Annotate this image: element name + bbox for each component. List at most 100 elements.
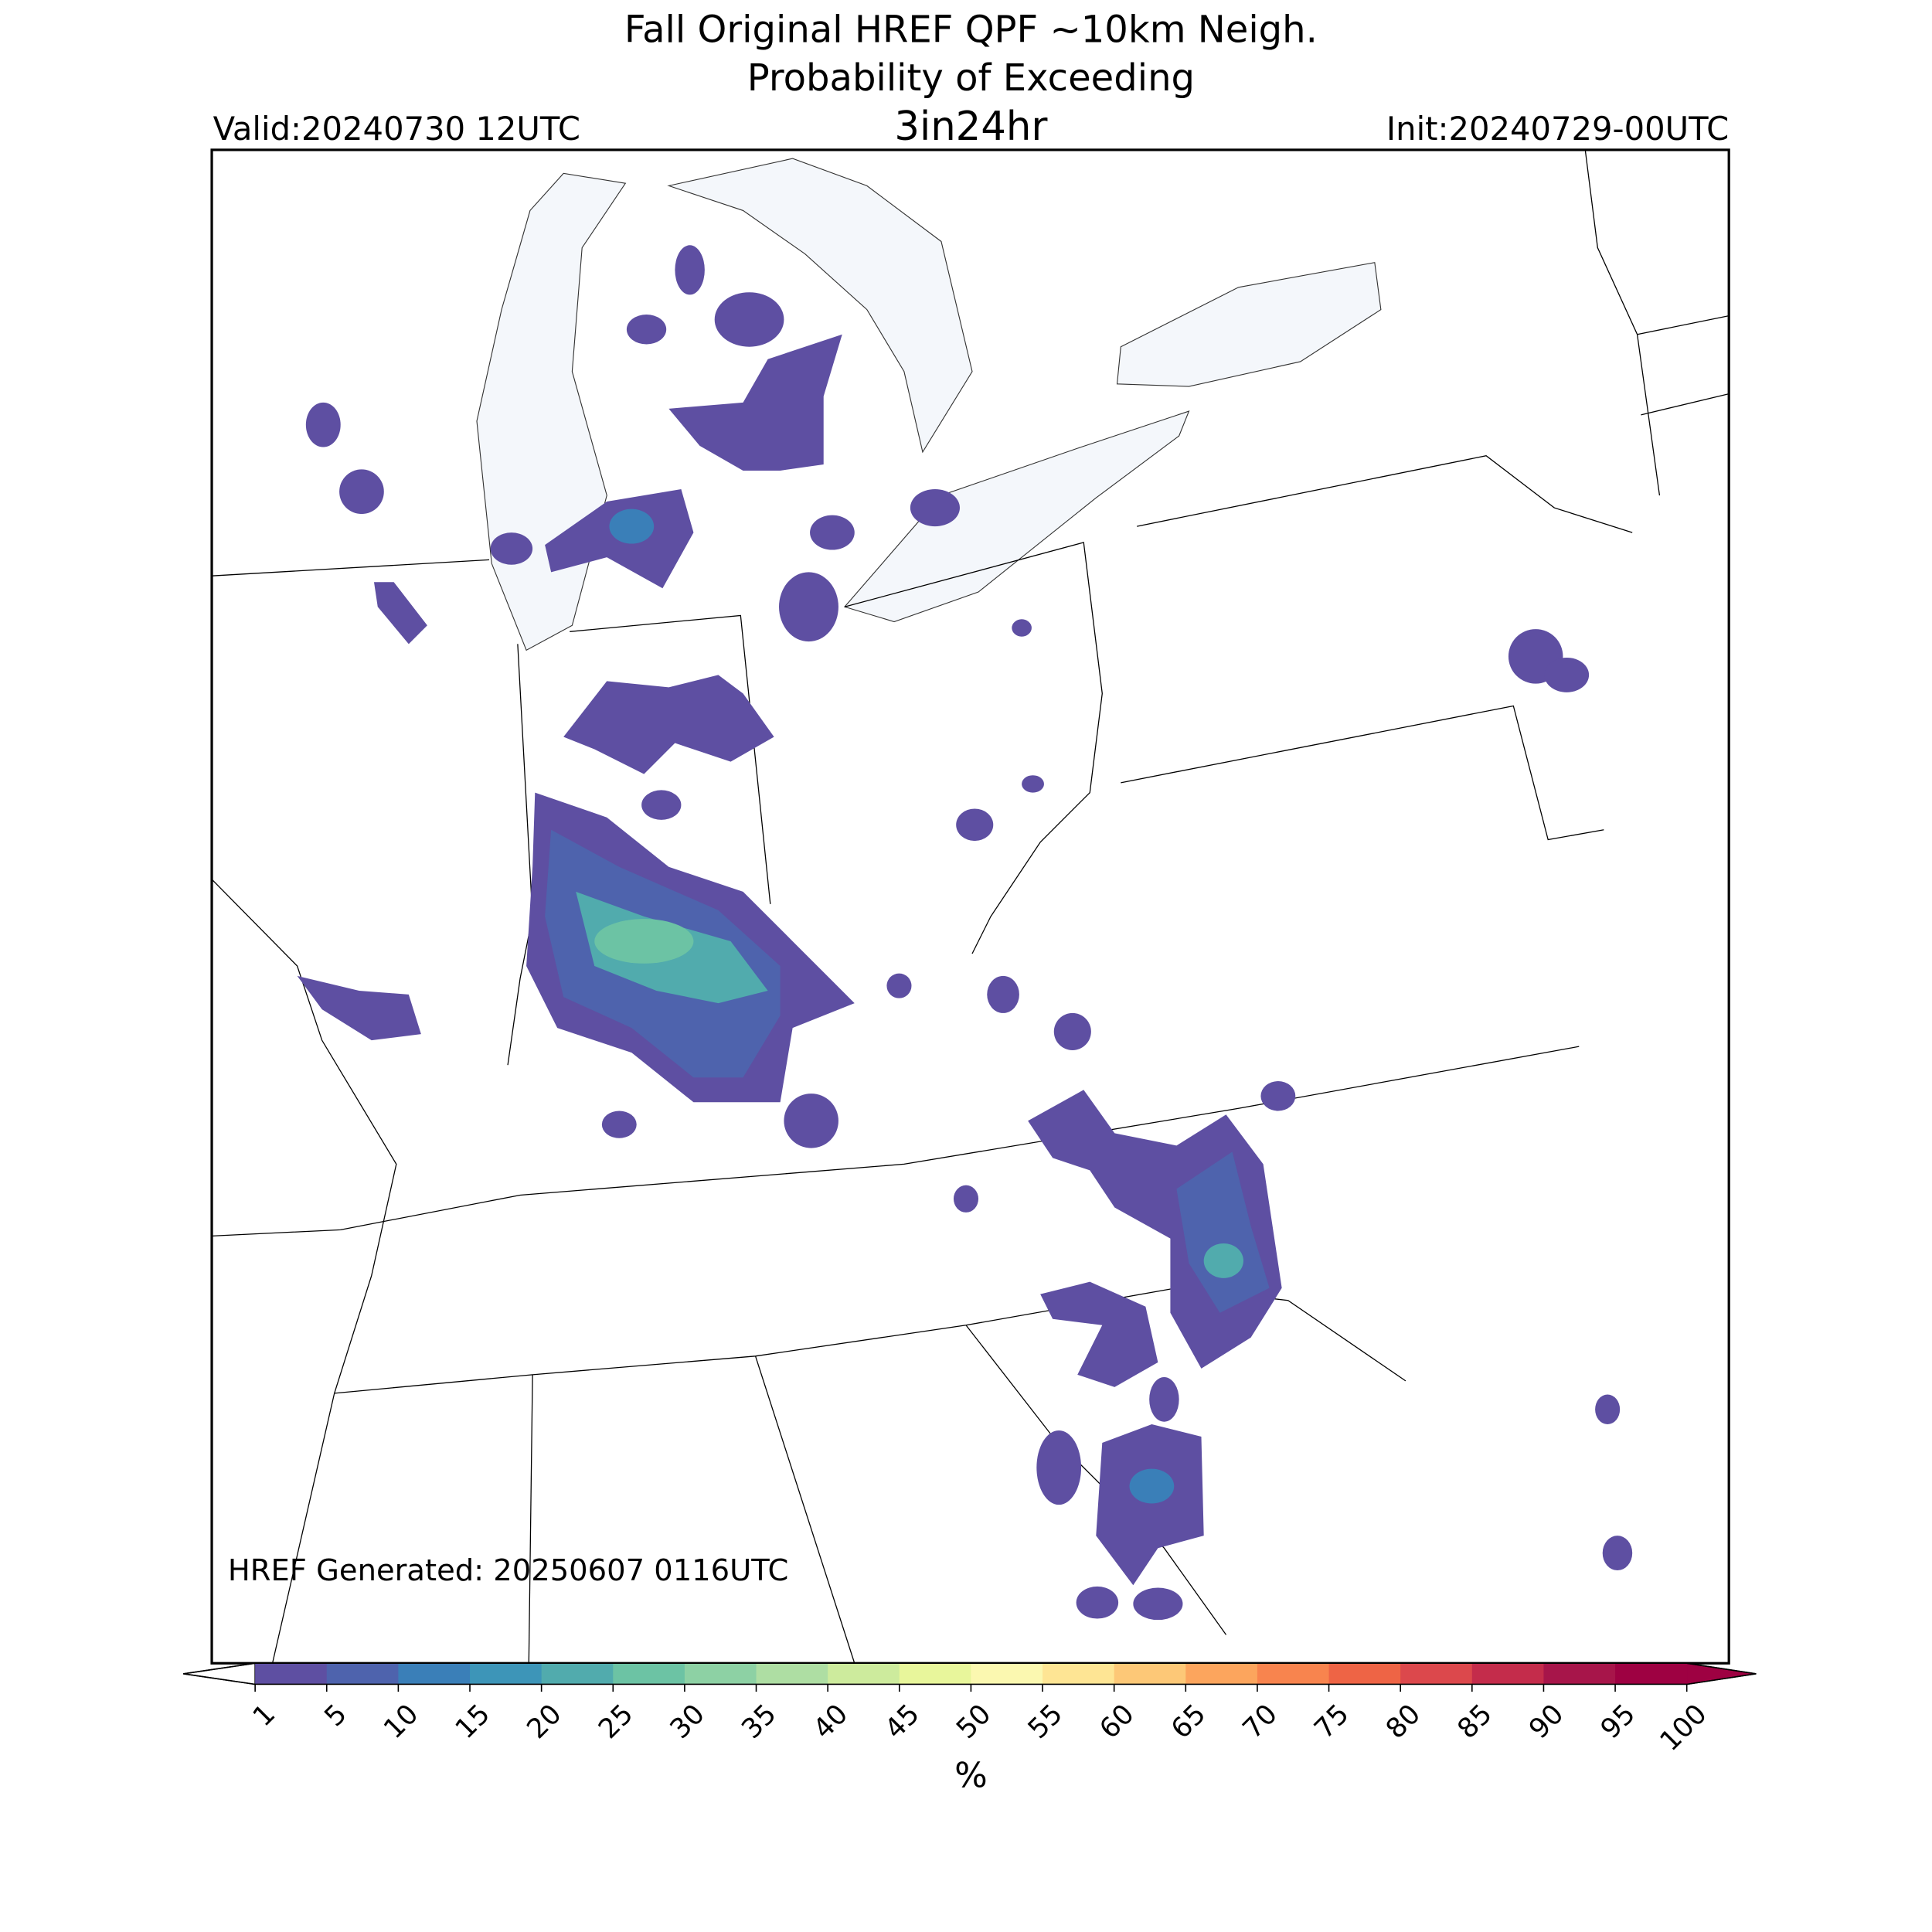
precip-areas [297,245,1633,1621]
precip-area [784,1094,838,1148]
precip-area [1149,1377,1179,1422]
colorbar-bin [1185,1663,1258,1685]
precip-area [1260,1081,1296,1111]
precip-area [1036,1430,1082,1505]
precip-area [594,919,694,964]
colorbar-bin [971,1663,1043,1685]
init-time: Init:20240729-00UTC [1386,110,1729,148]
title-line: 3in24hr [894,104,1048,150]
precip-area [675,245,705,295]
colorbar-bin [1043,1663,1115,1685]
colorbar-outline [183,1662,1757,1685]
map [212,149,1730,1664]
precip-area [779,572,838,642]
precip-area [886,973,912,998]
state-line [754,1355,855,1664]
precip-area [373,582,427,645]
colorbar-extend-under [183,1662,256,1685]
state-line [1121,705,1604,841]
colorbar-bin [255,1663,328,1685]
colorbar-tick-label: 85 [1451,1698,1498,1745]
state-line [212,559,490,577]
state-line [844,542,1103,954]
colorbar-tick-label: 5 [318,1698,353,1733]
lake-michigan [476,172,627,651]
precip-area [626,315,667,345]
title-line: Probability of Exceeding [747,56,1195,100]
precip-area [641,790,682,820]
precip-area [1602,1536,1633,1571]
colorbar-bin [613,1663,685,1685]
precip-area [305,402,341,447]
precip-area [910,489,960,527]
precip-area [956,808,994,842]
precip-area [1133,1587,1183,1621]
precip-area [810,515,855,550]
colorbar-tick-label: 25 [593,1698,640,1745]
colorbar-label: % [954,1755,988,1796]
colorbar-tick-label: 100 [1654,1698,1713,1757]
precip-area [987,975,1019,1013]
colorbar-extend-over [1685,1662,1757,1685]
colorbar-tick-label: 40 [808,1698,855,1745]
colorbar-tick-label: 60 [1094,1698,1141,1745]
precip-area [1040,1281,1158,1387]
colorbar-tick-label: 1 [247,1698,281,1733]
state-line [1641,393,1730,416]
colorbar-tick-label: 45 [879,1698,926,1745]
lake-huron [667,158,973,454]
state-line [212,879,397,1664]
precip-area [563,675,774,774]
colorbar-bin [756,1663,828,1685]
state-line [570,614,771,904]
colorbar-bin [828,1663,900,1685]
precip-area [1022,775,1044,793]
precip-area [714,292,784,347]
colorbar-bin [398,1663,471,1685]
title-line: Fall Original HREF QPF ~10km Neigh. [624,8,1318,51]
valid-time: Valid:20240730 12UTC [213,110,580,148]
precip-area [297,975,421,1041]
precip-area [1053,1012,1091,1050]
colorbar-tick-label: 35 [736,1698,783,1745]
colorbar-bin [1543,1663,1616,1685]
precip-area [1595,1394,1621,1424]
state-line [1637,315,1730,335]
precip-area [1129,1468,1175,1504]
colorbar-tick-label: 80 [1380,1698,1427,1745]
lake-ontario [1116,262,1382,387]
precip-area [1012,619,1032,637]
state-line [507,644,533,1066]
colorbar: 1 5 10 15 20 25 30 35 40 45 50 55 60 65 70 75 80 85 90 95 10… [183,1662,1757,1757]
colorbar-tick-label: 15 [449,1698,496,1745]
colorbar-bin [541,1663,614,1685]
colorbar-bin [1615,1663,1688,1685]
colorbar-bin [470,1663,543,1685]
colorbar-bin [1328,1663,1401,1685]
precip-area [339,469,384,515]
lake-erie [843,410,1190,623]
state-line [1137,455,1633,533]
precip-area [601,1111,637,1138]
colorbar-tick-label: 65 [1165,1698,1213,1745]
colorbar-tick-label: 30 [664,1698,711,1745]
state-line [1584,149,1661,496]
precip-area [953,1185,979,1213]
precip-area [668,334,842,471]
colorbar-tick-label: 75 [1308,1698,1355,1745]
state-line [212,1046,1580,1236]
precip-area [1096,1423,1204,1586]
colorbar-tick-label: 90 [1523,1698,1570,1745]
generated-time: HREF Generated: 20250607 0116UTC [228,1553,788,1588]
map-frame [210,148,1730,1665]
colorbar-bin [684,1663,757,1685]
precip-area [1544,657,1590,692]
colorbar-bin [1471,1663,1545,1685]
state-line [528,1374,533,1664]
precip-area [1076,1586,1119,1619]
precip-area [1203,1243,1243,1278]
precip-area [609,509,655,544]
colorbar-tick-label: 55 [1022,1698,1069,1745]
colorbar-bin [899,1663,972,1685]
